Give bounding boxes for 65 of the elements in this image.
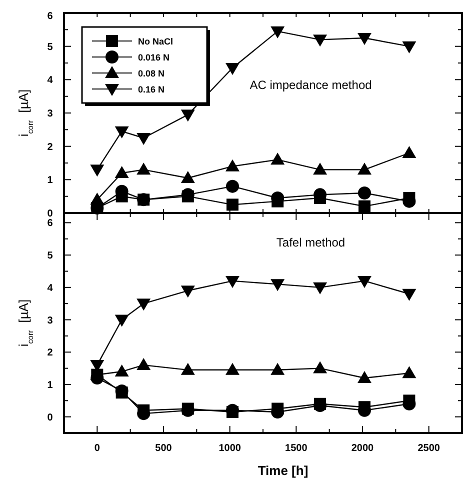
x-tick-label: 2500 [418,443,440,454]
y-tick-label: 1 [47,380,54,391]
y-tick-label: 4 [47,75,54,86]
point [270,152,285,165]
point [357,371,372,383]
point [114,364,129,377]
point [313,34,328,47]
point [270,279,285,292]
point [136,162,151,175]
x-tick-label: 500 [155,443,172,454]
y-tick-label: 0 [47,412,54,424]
point [270,26,285,38]
legend-label: 0.08 N [138,68,165,78]
y-tick-label: 4 [47,282,54,294]
point [136,133,151,145]
y-tick-label: 3 [47,108,54,120]
legend-label: No NaCl [138,36,174,46]
point [357,276,372,288]
x-tick-label: 1500 [285,443,308,454]
point [114,314,129,327]
y-tick-label: 6 [47,11,54,22]
point [358,200,370,212]
point [225,276,240,288]
y-tick-label: 3 [47,315,54,326]
y-tick-label: 1 [47,175,54,186]
point [180,110,195,122]
x-tick-label: 1000 [218,443,242,454]
y-tick-label: 0 [47,208,54,220]
x-tick-label: 2000 [351,443,374,454]
point [357,33,372,45]
y-tick-label: 2 [47,348,54,359]
point [136,298,151,311]
y-tick-label: 5 [47,42,54,53]
point [357,162,372,175]
point [402,366,416,378]
y-tick-label: 2 [47,142,54,153]
point [313,282,328,294]
point [225,63,240,75]
point [226,180,239,193]
point [402,146,416,158]
y-tick-label: 5 [47,250,54,262]
x-tick-label: 0 [94,443,100,454]
point [90,192,104,205]
point [402,288,416,301]
legend-label: 0.016 N [138,52,170,62]
annotation: AC impedance method [250,78,372,92]
point [180,171,195,183]
point [270,362,285,375]
point [402,41,416,54]
point [225,362,240,375]
point [180,286,195,298]
point [313,361,328,374]
point [90,164,104,177]
legend-label: 0.16 N [138,84,165,94]
x-axis-title: Time [h] [258,463,308,478]
point [114,126,129,138]
y-tick-label: 6 [47,218,54,230]
point [313,162,328,175]
point [226,198,238,211]
point [358,186,371,200]
point [136,358,151,370]
point [180,362,195,375]
point [225,159,240,172]
point [114,166,129,178]
annotation: Tafel method [276,236,346,250]
